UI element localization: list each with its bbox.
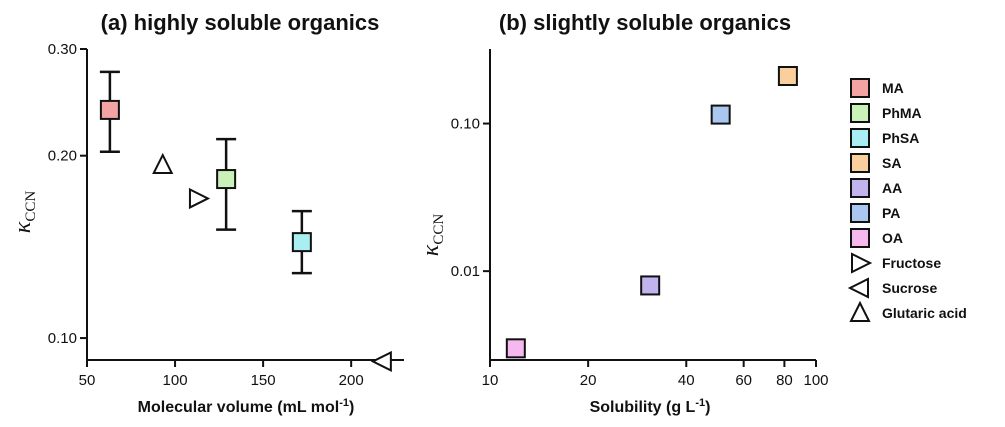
panel-b-ylabel-sub: CCN <box>431 214 447 245</box>
panel-a-xlabel-sup: -1 <box>339 397 349 409</box>
data-point-oa <box>505 338 526 359</box>
panel-a-ylabel-sub: CCN <box>23 191 39 222</box>
legend-marker-phsa <box>850 128 870 148</box>
panel-b-y-axis-label: κCCN <box>418 214 447 257</box>
panel-a-x-tick-label: 50 <box>79 372 96 389</box>
panel-b-x-axis-label: Solubility (g L-1) <box>590 397 711 416</box>
legend-marker-glutaric-acid <box>849 300 871 322</box>
panel-b-y-ticks: 0.01 0.10 <box>451 116 490 280</box>
panel-b-x-tick-label: 100 <box>803 372 828 389</box>
legend-item: PhMA <box>850 103 922 123</box>
legend-marker-fructose <box>851 252 873 274</box>
panel-a-y-axis-label: κCCN <box>10 191 39 234</box>
panel-b-x-tick-label: 10 <box>482 372 499 389</box>
panel-b-x-ticks: 10 20 40 60 80 100 <box>482 360 829 389</box>
legend-marker-sucrose <box>847 277 869 299</box>
legend-item: Sucrose <box>847 277 937 299</box>
panel-a-y-tick-label: 0.20 <box>48 148 77 165</box>
panel-b-x-tick-label: 60 <box>735 372 752 389</box>
panel-b-marks <box>505 65 798 359</box>
legend-label: PhSA <box>882 130 919 146</box>
legend-label: SA <box>882 155 901 171</box>
panel-b: (b) slightly soluble organics 10 20 40 60 80… <box>418 10 829 416</box>
panel-a-ylabel-kappa: κ <box>10 221 36 233</box>
panel-b-xlabel-suffix: ) <box>705 399 710 416</box>
panel-b-ylabel-kappa: κ <box>418 244 444 256</box>
legend-label: PhMA <box>882 105 922 121</box>
legend-label: MA <box>882 80 904 96</box>
panel-b-title: (b) slightly soluble organics <box>499 10 791 35</box>
data-point-phma <box>216 169 237 190</box>
data-point-sa <box>777 65 798 86</box>
panel-b-x-tick-label: 20 <box>580 372 597 389</box>
legend-marker-phma <box>850 103 870 123</box>
legend-item: SA <box>850 153 901 173</box>
legend-label: PA <box>882 205 900 221</box>
panel-b-axes <box>489 49 816 361</box>
legend-label: OA <box>882 230 903 246</box>
panel-a-x-ticks: 50 100 150 200 <box>79 360 364 389</box>
panel-a-marks <box>99 70 392 373</box>
legend-item: Glutaric acid <box>849 300 967 322</box>
panel-a-x-tick-label: 150 <box>251 372 276 389</box>
panel-a-x-tick-label: 200 <box>339 372 364 389</box>
legend-item: Fructose <box>851 252 941 274</box>
panel-b-x-tick-label: 40 <box>678 372 695 389</box>
legend-marker-oa <box>850 228 870 248</box>
legend-marker-sa <box>850 153 870 173</box>
legend-label: Sucrose <box>882 280 937 296</box>
legend-marker-ma <box>850 78 870 98</box>
panel-a-xlabel-main: Molecular volume (mL mol <box>138 399 340 416</box>
panel-a-x-axis-label: Molecular volume (mL mol-1) <box>138 397 355 416</box>
panel-b-y-tick-label: 0.01 <box>451 263 480 280</box>
panel-a-title: (a) highly soluble organics <box>101 10 380 35</box>
panel-b-y-tick-label: 0.10 <box>451 116 480 133</box>
legend-label: AA <box>882 180 902 196</box>
panel-a-x-tick-label: 100 <box>163 372 188 389</box>
panel-b-xlabel-main: Solubility (g L <box>590 399 696 416</box>
data-point-glutaric-acid <box>152 152 174 175</box>
legend-item: OA <box>850 228 903 248</box>
legend-item: PA <box>850 203 900 223</box>
data-point-sucrose <box>370 350 392 373</box>
panel-a-axes <box>86 49 404 361</box>
panel-a-y-tick-label: 0.30 <box>48 41 77 58</box>
data-point-phsa <box>291 232 312 253</box>
legend: MA PhMA PhSA SA AA PA OA Fructose Sucrose Glutari… <box>847 78 967 322</box>
legend-marker-pa <box>850 203 870 223</box>
panel-a-y-tick-label: 0.10 <box>48 330 77 347</box>
panel-a-xlabel-suffix: ) <box>349 399 354 416</box>
legend-label: Glutaric acid <box>882 305 967 321</box>
panel-b-x-tick-label: 80 <box>776 372 793 389</box>
legend-item: MA <box>850 78 904 98</box>
legend-label: Fructose <box>882 255 941 271</box>
data-point-aa <box>640 275 661 296</box>
data-point-ma <box>99 99 120 120</box>
legend-item: PhSA <box>850 128 919 148</box>
legend-item: AA <box>850 178 902 198</box>
panel-a-y-ticks: 0.10 0.20 0.30 <box>48 41 87 347</box>
legend-marker-aa <box>850 178 870 198</box>
panel-b-xlabel-sup: -1 <box>695 397 705 409</box>
data-point-pa <box>710 104 731 125</box>
panel-a: (a) highly soluble organics 50 100 150 200 … <box>10 10 404 416</box>
data-point-fructose <box>188 187 211 210</box>
